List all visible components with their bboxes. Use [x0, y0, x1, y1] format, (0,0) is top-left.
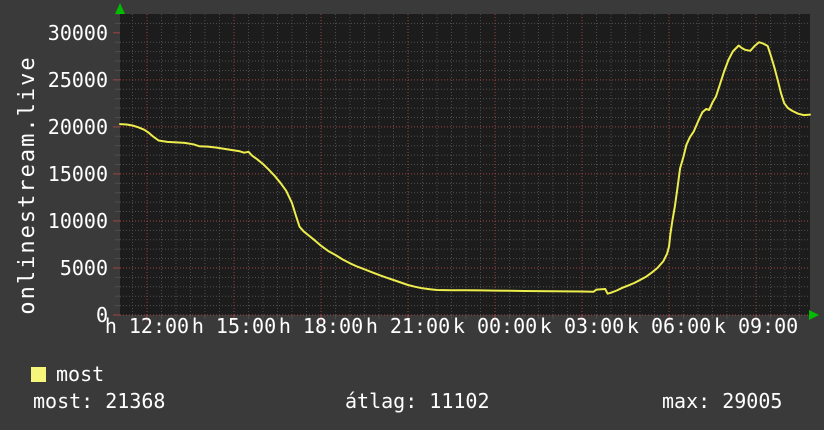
- stat-average-value: átlag: 11102: [345, 389, 490, 413]
- y-tick-label: 10000: [48, 209, 108, 233]
- stat-current-value: most: 21368: [33, 389, 166, 413]
- y-tick-label: 25000: [48, 68, 108, 92]
- x-tick-label: k 03:00: [540, 314, 624, 338]
- x-axis-arrow-icon: [809, 310, 819, 320]
- y-tick-label: 30000: [48, 21, 108, 45]
- x-tick-label: h 18:00: [279, 314, 363, 338]
- y-tick-label: 0: [96, 303, 108, 327]
- y-axis-arrow-icon: [115, 3, 125, 14]
- legend-color-swatch-icon: [31, 367, 46, 382]
- x-tick-label: k 09:00: [714, 314, 798, 338]
- x-tick-label: k 00:00: [453, 314, 537, 338]
- x-tick-label: h 12:00: [105, 314, 189, 338]
- y-axis-title: onlinestream.live: [15, 55, 40, 315]
- legend-series-label: most: [56, 362, 105, 386]
- y-tick-label: 5000: [60, 256, 108, 280]
- x-tick-label: k 06:00: [627, 314, 711, 338]
- y-tick-label: 15000: [48, 162, 108, 186]
- y-tick-label: 20000: [48, 115, 108, 139]
- x-tick-label: h 15:00: [192, 314, 276, 338]
- x-tick-label: h 21:00: [366, 314, 450, 338]
- stat-max-value: max: 29005: [662, 389, 783, 413]
